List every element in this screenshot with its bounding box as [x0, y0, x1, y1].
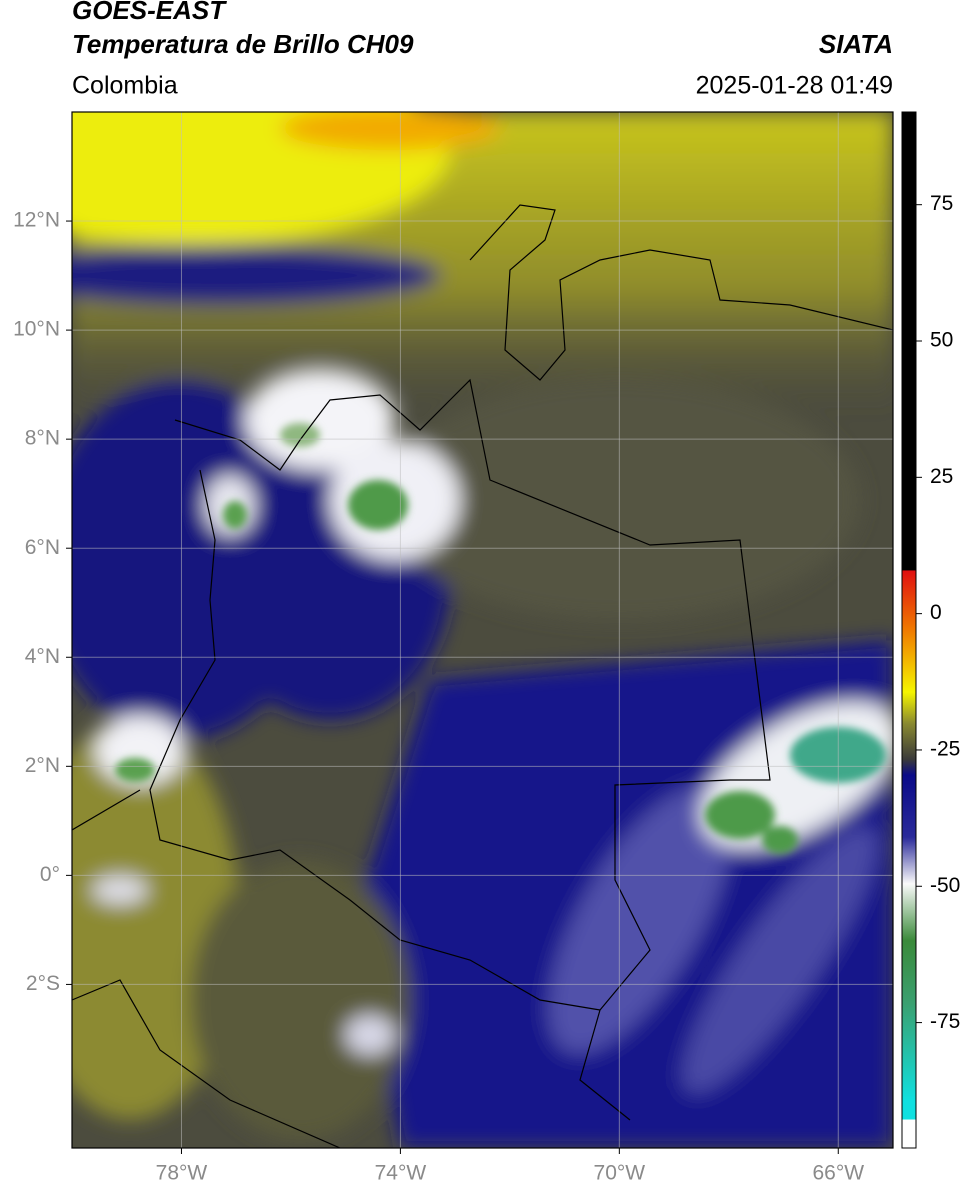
- field: [280, 112, 500, 150]
- field: [348, 480, 408, 530]
- title: GOES-EAST: [72, 0, 227, 25]
- timestamp: 2025-01-28 01:49: [696, 72, 893, 100]
- field: [682, 826, 878, 1094]
- field: [280, 423, 320, 447]
- x-tick-label: 66°W: [812, 1162, 864, 1185]
- y-tick-label: 6°N: [25, 536, 60, 559]
- y-tick-label: 8°N: [25, 427, 60, 450]
- field: [548, 786, 732, 1054]
- coastline: [469, 204, 893, 381]
- y-tick-label: 10°N: [13, 318, 60, 341]
- border: [72, 789, 341, 1148]
- field: [115, 758, 155, 782]
- colorbar-label: 25: [930, 465, 953, 488]
- border: [149, 469, 601, 1011]
- colorbar-label: -25: [930, 738, 960, 761]
- colorbar-label: 50: [930, 329, 953, 352]
- x-tick-label: 74°W: [375, 1162, 427, 1185]
- subtitle: Temperatura de Brillo CH09: [72, 29, 414, 59]
- x-tick-label: 70°W: [594, 1162, 646, 1185]
- y-tick-label: 2°S: [26, 972, 60, 995]
- y-tick-label: 0°: [40, 863, 60, 886]
- colorbar: [901, 111, 917, 1149]
- source: SIATA: [819, 29, 893, 59]
- field: [245, 370, 395, 470]
- y-tick-label: 4°N: [25, 645, 60, 668]
- field: [72, 245, 440, 305]
- colorbar-label: 0: [930, 601, 942, 624]
- y-tick-label: 2°N: [25, 754, 60, 777]
- borders: [72, 204, 893, 1148]
- colorbar-label: 75: [930, 192, 953, 215]
- field: [223, 501, 247, 529]
- region: Colombia: [72, 72, 178, 100]
- field: [380, 380, 860, 620]
- field: [92, 876, 148, 904]
- satellite-image: [72, 112, 893, 1148]
- field: [762, 826, 798, 854]
- field: [705, 791, 775, 839]
- border: [174, 378, 771, 1121]
- colorbar-label: -75: [930, 1010, 960, 1033]
- x-tick-label: 78°W: [156, 1162, 208, 1185]
- field: [345, 1015, 395, 1055]
- y-tick-label: 12°N: [13, 209, 60, 232]
- colorbar-label: -50: [930, 874, 960, 897]
- grid: [72, 112, 893, 1148]
- field: [190, 860, 410, 1140]
- map-frame: [71, 111, 894, 1149]
